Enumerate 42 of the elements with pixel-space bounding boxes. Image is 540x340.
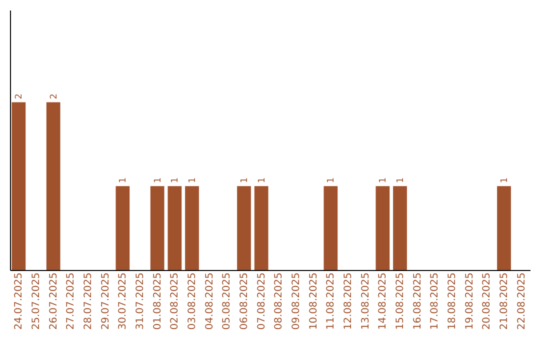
x-tick-label: 28.07.2025 <box>83 272 94 330</box>
x-tick-label: 19.08.2025 <box>464 272 476 330</box>
x-tick-label: 07.08.2025 <box>256 272 268 330</box>
x-tick-label: 22.08.2025 <box>516 272 528 330</box>
x-tick-label: 27.07.2025 <box>66 272 77 330</box>
data-label: 1 <box>500 177 510 184</box>
data-label: 2 <box>14 94 25 100</box>
data-label: 1 <box>240 177 250 184</box>
data-label: 1 <box>396 177 406 184</box>
x-tick-label: 05.08.2025 <box>222 272 233 330</box>
x-tick-label: 08.08.2025 <box>274 272 285 330</box>
x-tick-label: 24.07.2025 <box>14 272 25 330</box>
x-tick-label: 09.08.2025 <box>291 272 302 330</box>
x-tick-label: 29.07.2025 <box>100 272 112 330</box>
x-tick-label: 21.08.2025 <box>499 272 510 330</box>
data-label: 1 <box>257 177 268 184</box>
x-tick-label: 02.08.2025 <box>170 272 181 330</box>
x-tick-label: 10.08.2025 <box>308 272 320 330</box>
data-label: 1 <box>118 177 129 184</box>
data-label: 2 <box>49 94 60 100</box>
data-label: 1 <box>188 177 198 184</box>
x-tick-label: 31.07.2025 <box>135 272 146 330</box>
data-label: 1 <box>170 177 181 184</box>
x-tick-label: 01.08.2025 <box>152 272 164 330</box>
x-tick-label: 03.08.2025 <box>187 272 198 330</box>
data-label: 1 <box>326 177 337 184</box>
x-tick-label: 14.08.2025 <box>378 272 389 330</box>
x-tick-label: 17.08.2025 <box>430 272 441 330</box>
data-label: 1 <box>153 177 164 184</box>
x-tick-label: 06.08.2025 <box>239 272 250 330</box>
x-tick-label: 13.08.2025 <box>360 272 372 330</box>
x-tick-label: 12.08.2025 <box>343 272 354 330</box>
x-tick-label: 16.08.2025 <box>412 272 424 330</box>
x-tick-label: 26.07.2025 <box>48 272 60 330</box>
x-tick-label: 15.08.2025 <box>395 272 406 330</box>
x-tick-label: 30.07.2025 <box>118 272 129 330</box>
x-tick-label: 18.08.2025 <box>447 272 458 330</box>
x-tick-label: 25.07.2025 <box>31 272 42 330</box>
x-tick-label: 04.08.2025 <box>204 272 216 330</box>
data-label: 1 <box>378 177 389 184</box>
x-tick-label: 11.08.2025 <box>326 272 337 330</box>
x-tick-label: 20.08.2025 <box>482 272 493 330</box>
